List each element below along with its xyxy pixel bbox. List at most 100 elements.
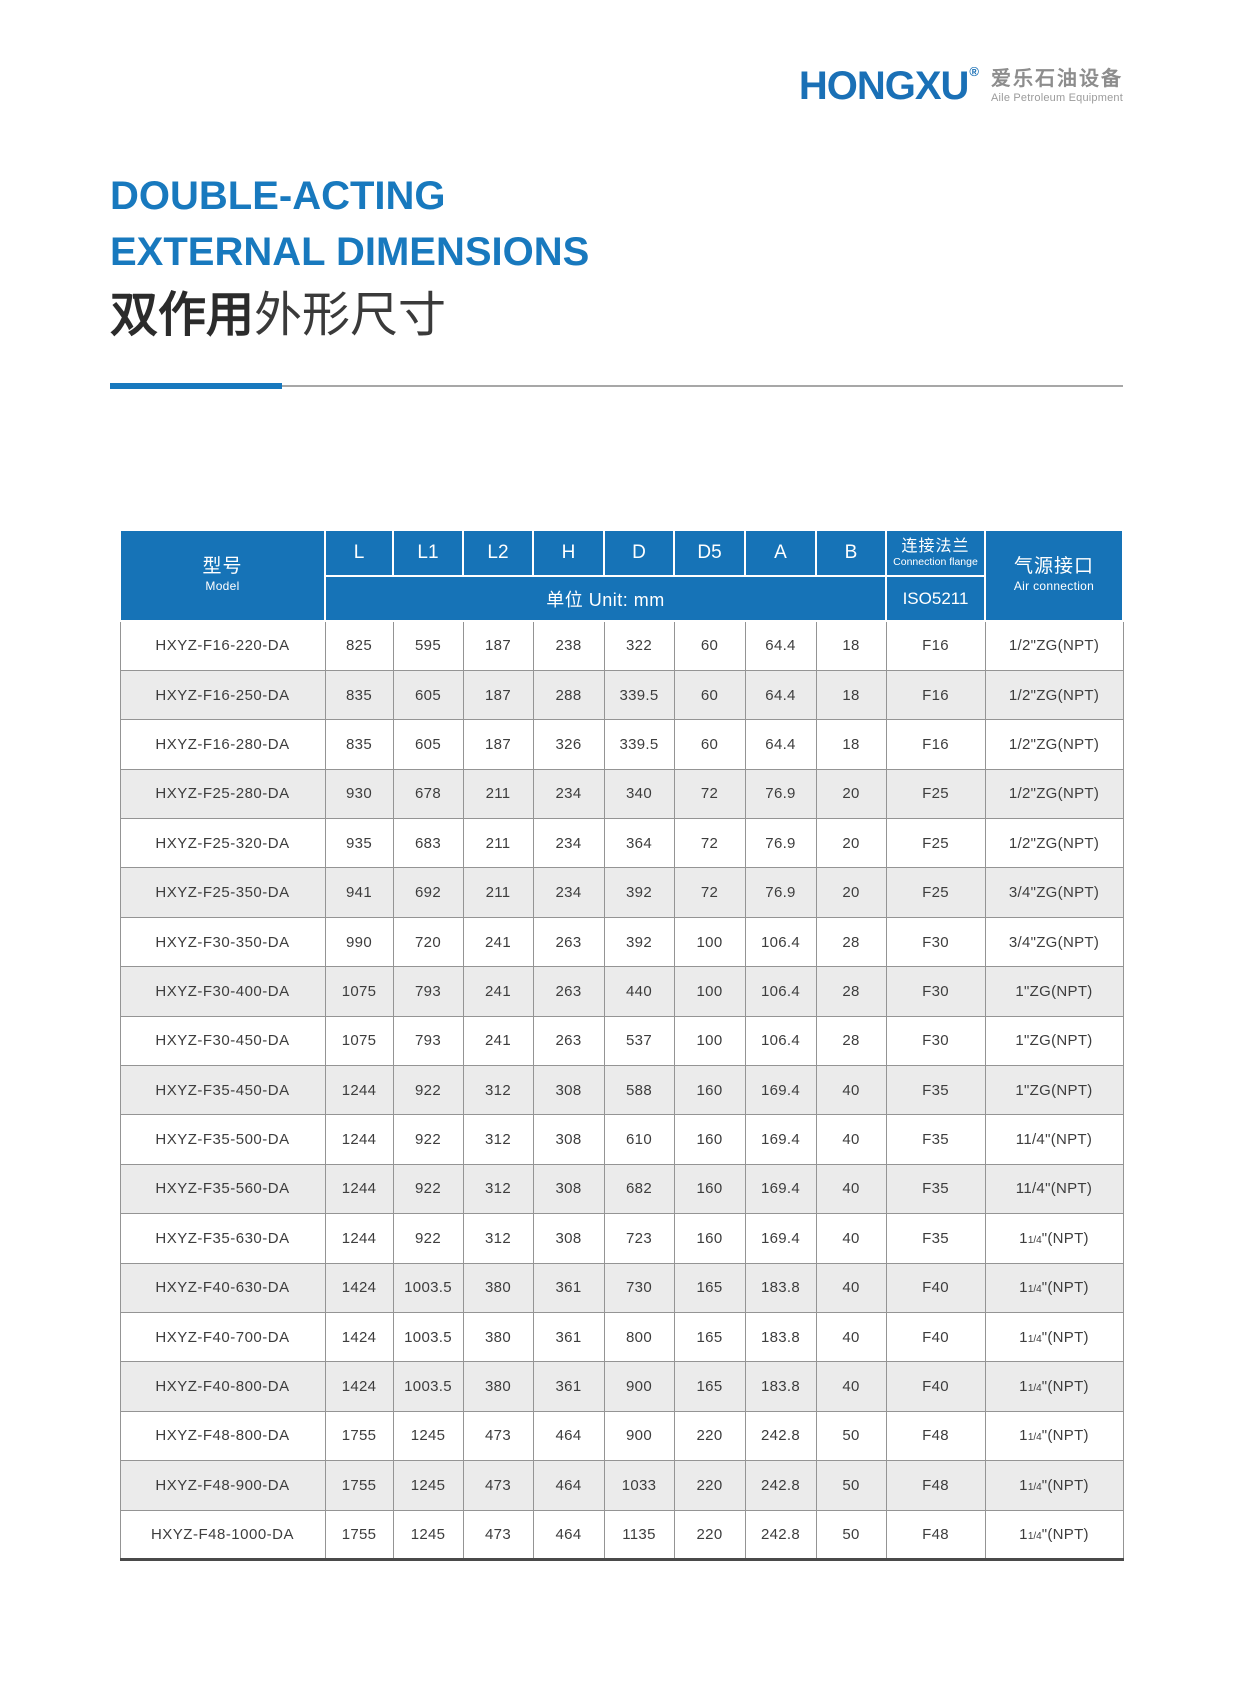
dim-value-cell: 683 [392,818,464,869]
page-title-cn-bold: 双作用 [110,289,255,342]
air-connection-cell: 1/2"ZG(NPT) [984,768,1124,820]
dim-value-cell: 1075 [324,966,394,1017]
dim-value-cell: 941 [324,867,394,918]
dim-value-cell: 169.4 [744,1065,817,1116]
flange-cell: F16 [885,620,986,671]
header-dim-L2: L2 [462,529,534,577]
header-dim-D: D [603,529,675,577]
flange-cell: F35 [885,1163,986,1215]
dim-value-cell: 60 [673,719,746,770]
header-unit-label: 单位 Unit: mm [324,575,887,622]
dim-value-cell: 263 [532,1015,605,1067]
model-cell: HXYZ-F30-450-DA [119,1015,326,1067]
table-row: HXYZ-F48-900-DA 1755 1245 473 464 1033 220 242.… [119,1460,1124,1511]
dim-value-cell: 326 [532,719,605,770]
flange-cell: F16 [885,669,986,721]
dim-value-cell: 1244 [324,1213,394,1264]
table-row: HXYZ-F40-700-DA 1424 1003.5 380 361 800 165 183… [119,1311,1124,1363]
dim-value-cell: 1755 [324,1460,394,1511]
air-connection-cell: 1/2"ZG(NPT) [984,719,1124,770]
divider-line [282,385,1123,387]
header-dim-L1: L1 [392,529,464,577]
dim-value-cell: 183.8 [744,1361,817,1412]
dimensions-table-body: HXYZ-F16-220-DA 825 595 187 238 322 60 64.4 18 F1… [119,620,1124,1560]
model-cell: HXYZ-F40-800-DA [119,1361,326,1412]
model-cell: HXYZ-F30-350-DA [119,916,326,968]
dim-value-cell: 1075 [324,1015,394,1067]
dim-value-cell: 935 [324,818,394,869]
dim-value-cell: 263 [532,916,605,968]
air-connection-cell: 11/4"(NPT) [984,1114,1124,1165]
dim-value-cell: 392 [603,916,675,968]
model-cell: HXYZ-F40-700-DA [119,1311,326,1363]
air-fraction: 1/4 [1027,1234,1042,1246]
dim-value-cell: 40 [815,1065,887,1116]
dim-value-cell: 60 [673,620,746,671]
dim-value-cell: 263 [532,966,605,1017]
dim-value-cell: 1245 [392,1509,464,1560]
model-cell: HXYZ-F30-400-DA [119,966,326,1017]
page-title-cn: 双作用外形尺寸 [110,289,589,343]
flange-cell: F48 [885,1410,986,1462]
header-dim-D5: D5 [673,529,746,577]
dim-value-cell: 793 [392,966,464,1017]
dim-value-cell: 361 [532,1311,605,1363]
dim-value-cell: 234 [532,768,605,820]
air-fraction: 1/4 [1027,1333,1042,1345]
dim-value-cell: 825 [324,620,394,671]
model-cell: HXYZ-F40-630-DA [119,1262,326,1313]
dim-value-cell: 312 [462,1065,534,1116]
air-connection-cell: 11/4"(NPT) [984,1163,1124,1215]
dim-value-cell: 793 [392,1015,464,1067]
dim-value-cell: 1003.5 [392,1262,464,1313]
table-row: HXYZ-F16-220-DA 825 595 187 238 322 60 64.4 18 F1… [119,620,1124,671]
dim-value-cell: 187 [462,620,534,671]
flange-cell: F25 [885,768,986,820]
flange-cell: F30 [885,916,986,968]
model-cell: HXYZ-F25-320-DA [119,818,326,869]
dim-value-cell: 720 [392,916,464,968]
dim-value-cell: 288 [532,669,605,721]
dim-value-cell: 64.4 [744,669,817,721]
model-cell: HXYZ-F35-560-DA [119,1163,326,1215]
dim-value-cell: 930 [324,768,394,820]
dim-value-cell: 340 [603,768,675,820]
page-title-line1: DOUBLE-ACTING [110,174,446,218]
air-connection-cell: 1/2"ZG(NPT) [984,669,1124,721]
dim-value-cell: 76.9 [744,818,817,869]
table-row: HXYZ-F25-350-DA 941 692 211 234 392 72 76.9 20 F2… [119,867,1124,918]
dim-value-cell: 76.9 [744,867,817,918]
dim-value-cell: 339.5 [603,719,675,770]
table-row: HXYZ-F35-500-DA 1244 922 312 308 610 160 169.4 4… [119,1114,1124,1165]
air-fraction: 1/4 [1027,1481,1042,1493]
dim-value-cell: 361 [532,1262,605,1313]
dim-value-cell: 187 [462,669,534,721]
table-row: HXYZ-F35-560-DA 1244 922 312 308 682 160 169.4 4… [119,1163,1124,1215]
dim-value-cell: 100 [673,1015,746,1067]
header-air-cn: 气源接口 [1013,556,1094,578]
dim-value-cell: 835 [324,669,394,721]
dim-value-cell: 211 [462,818,534,869]
dim-value-cell: 339.5 [603,669,675,721]
dim-value-cell: 40 [815,1114,887,1165]
dim-value-cell: 1424 [324,1311,394,1363]
dim-value-cell: 312 [462,1114,534,1165]
dim-value-cell: 211 [462,867,534,918]
dim-value-cell: 169.4 [744,1163,817,1215]
dim-value-cell: 50 [815,1460,887,1511]
dim-value-cell: 682 [603,1163,675,1215]
dim-value-cell: 364 [603,818,675,869]
dim-value-cell: 220 [673,1410,746,1462]
model-cell: HXYZ-F48-1000-DA [119,1509,326,1560]
dim-value-cell: 322 [603,620,675,671]
dim-value-cell: 18 [815,669,887,721]
dim-value-cell: 100 [673,916,746,968]
dim-value-cell: 1003.5 [392,1311,464,1363]
dim-value-cell: 28 [815,1015,887,1067]
air-connection-cell: 11/4"(NPT) [984,1311,1124,1363]
header-flange-cn: 连接法兰 [901,537,970,555]
dim-value-cell: 40 [815,1262,887,1313]
dim-value-cell: 64.4 [744,620,817,671]
flange-cell: F25 [885,818,986,869]
dim-value-cell: 169.4 [744,1114,817,1165]
